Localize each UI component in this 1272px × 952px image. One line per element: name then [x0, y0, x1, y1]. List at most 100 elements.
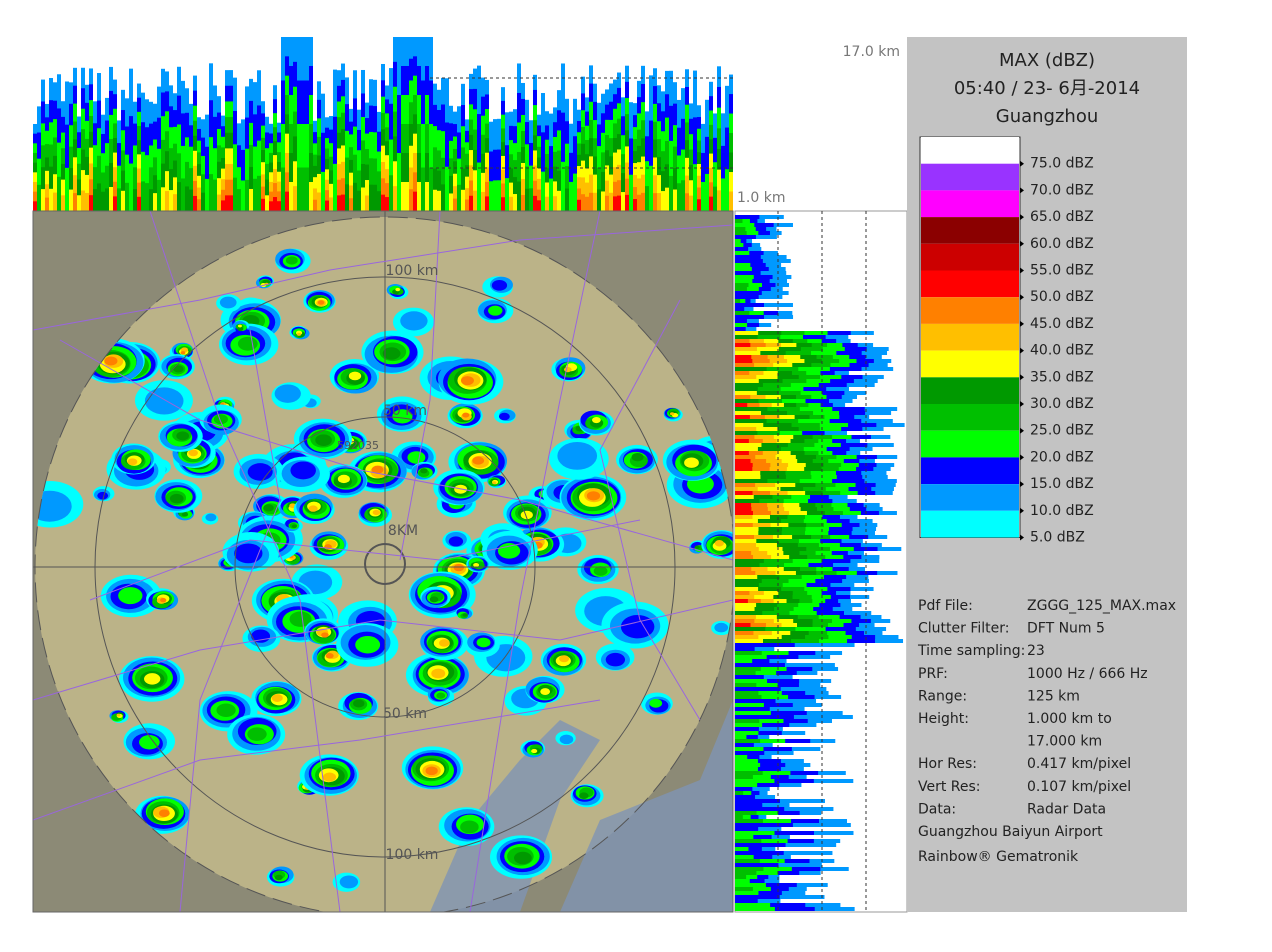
- legend-label: 25.0 dBZ: [1030, 423, 1094, 439]
- echo: [735, 891, 759, 895]
- info-value: 17.000 km: [1027, 734, 1102, 750]
- side-grid: [777, 211, 867, 912]
- echo: [448, 536, 464, 547]
- echo: [735, 499, 760, 503]
- info-key: Height:: [918, 711, 969, 727]
- legend-band: [921, 350, 1019, 378]
- echo: [605, 195, 609, 211]
- echo: [735, 339, 750, 343]
- echo: [517, 181, 521, 211]
- echo: [369, 184, 373, 211]
- legend-label: 60.0 dBZ: [1030, 236, 1094, 252]
- legend-tick: [1020, 240, 1024, 247]
- echo: [201, 192, 205, 211]
- echo: [735, 343, 766, 347]
- echo: [421, 167, 425, 211]
- echo: [173, 194, 177, 211]
- echo: [476, 637, 491, 648]
- echo: [705, 173, 709, 211]
- echo: [429, 167, 433, 211]
- echo: [735, 315, 765, 319]
- echo: [441, 184, 445, 211]
- echo: [274, 874, 283, 881]
- echo: [735, 435, 755, 439]
- echo: [65, 167, 69, 211]
- legend-band: [921, 457, 1019, 485]
- echo: [735, 451, 749, 455]
- echo: [735, 247, 749, 251]
- echo: [735, 663, 785, 667]
- echo: [735, 835, 754, 839]
- echo: [109, 186, 113, 211]
- echo: [117, 188, 121, 211]
- echo: [237, 336, 258, 351]
- echo: [735, 827, 759, 831]
- echo: [735, 427, 778, 431]
- echo: [735, 715, 794, 719]
- echo: [565, 188, 569, 211]
- echo: [735, 675, 764, 679]
- echo: [735, 727, 759, 731]
- echo: [301, 167, 305, 211]
- echo: [735, 323, 748, 327]
- echo: [735, 651, 762, 655]
- echo: [269, 201, 273, 211]
- echo: [545, 196, 549, 211]
- echo: [355, 636, 381, 654]
- echo: [261, 198, 265, 211]
- echo: [253, 178, 257, 211]
- echo: [735, 591, 750, 595]
- echo: [605, 652, 626, 667]
- echo: [735, 883, 766, 887]
- echo: [735, 595, 774, 599]
- echo: [185, 186, 189, 211]
- echo: [697, 199, 701, 211]
- echo: [285, 256, 298, 265]
- echo: [714, 540, 724, 547]
- echo: [735, 583, 759, 587]
- echo: [237, 189, 241, 211]
- info-key: Data:: [918, 801, 956, 817]
- echo: [425, 766, 438, 776]
- echo: [308, 505, 318, 512]
- echo: [735, 623, 751, 627]
- echo: [597, 189, 601, 211]
- echo: [429, 596, 439, 603]
- echo: [735, 571, 756, 575]
- echo: [735, 851, 784, 855]
- echo: [461, 189, 465, 211]
- echo: [181, 512, 189, 517]
- echo: [729, 191, 733, 211]
- echo: [561, 161, 565, 211]
- echo: [735, 679, 768, 683]
- echo: [389, 175, 393, 211]
- echo: [160, 597, 167, 603]
- echo: [735, 619, 755, 623]
- echo: [735, 551, 752, 555]
- info-value: 23: [1027, 643, 1045, 659]
- echo: [735, 335, 758, 339]
- echo: [689, 195, 693, 211]
- legend-tick: [1020, 160, 1024, 167]
- echo: [281, 167, 285, 211]
- echo: [540, 688, 551, 695]
- echo: [341, 194, 345, 211]
- echo: [373, 184, 377, 211]
- echo: [85, 192, 89, 211]
- echo: [735, 855, 754, 859]
- echo: [557, 190, 561, 211]
- echo: [735, 303, 764, 307]
- echo: [241, 180, 245, 211]
- echo: [545, 182, 549, 211]
- echo: [735, 503, 752, 507]
- echo: [735, 331, 759, 335]
- echo: [735, 799, 780, 803]
- echo: [488, 305, 503, 316]
- echo: [673, 168, 677, 211]
- legend-label: 5.0 dBZ: [1030, 530, 1085, 546]
- echo: [735, 243, 744, 247]
- echo: [177, 182, 181, 211]
- echo: [735, 771, 763, 775]
- echo: [573, 173, 577, 211]
- echo: [109, 162, 113, 211]
